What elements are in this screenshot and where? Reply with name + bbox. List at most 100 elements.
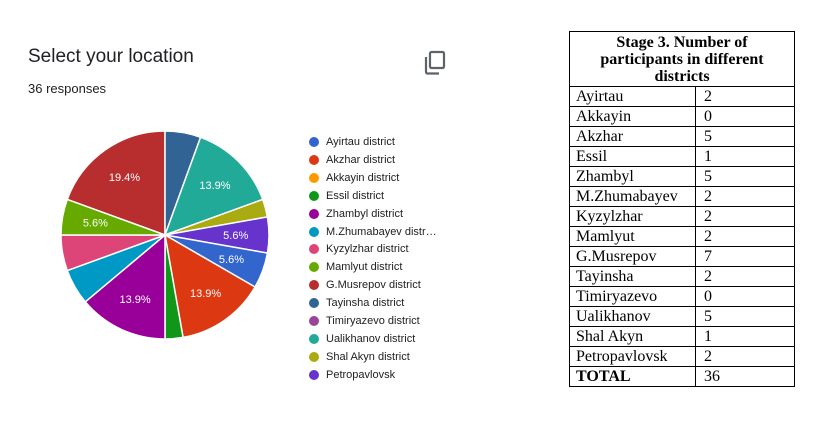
legend-item: Mamlyut district — [309, 259, 402, 275]
slice-label: 5.6% — [219, 254, 244, 266]
table-row: G.Musrepov 7 — [569, 246, 795, 267]
legend-label: G.Musrepov district — [326, 279, 421, 292]
district-cell: M.Zhumabayev — [569, 186, 696, 207]
count-cell: 2 — [695, 206, 795, 227]
legend-swatch — [309, 137, 319, 147]
district-cell: Shal Akyn — [569, 326, 696, 347]
district-cell: Ayirtau — [569, 86, 696, 107]
slice-label: 13.9% — [190, 288, 221, 300]
legend-label: Akkayin district — [326, 171, 400, 184]
legend-swatch — [309, 154, 319, 165]
district-cell: Ualikhanov — [569, 306, 696, 327]
legend-label: Kyzylzhar district — [326, 243, 409, 256]
legend-swatch — [309, 172, 319, 183]
legend-item: Shal Akyn district — [309, 349, 410, 365]
legend-label: Tayinsha district — [326, 297, 405, 310]
table-row: Akzhar 5 — [569, 126, 795, 147]
legend-label: Petropavlovsk — [326, 368, 396, 381]
total-label: TOTAL — [569, 366, 696, 387]
count-cell: 2 — [695, 86, 795, 107]
participants-table: Stage 3. Number of participants in diffe… — [569, 31, 795, 387]
table-row: Petropavlovsk 2 — [569, 346, 795, 367]
legend-item: Ayirtau district — [309, 134, 395, 150]
count-cell: 5 — [695, 306, 795, 327]
pie-slice — [84, 233, 166, 340]
count-cell: 0 — [695, 106, 795, 127]
slice-label: 13.9% — [199, 180, 230, 192]
legend-label: Mamlyut district — [326, 261, 403, 274]
pie-slice — [60, 198, 166, 236]
legend-item: Ualikhanov district — [309, 331, 415, 347]
total-row: TOTAL 36 — [569, 366, 795, 387]
district-cell: Zhambyl — [569, 166, 696, 187]
district-cell: Essil — [569, 146, 696, 167]
legend-item: Zhambyl district — [309, 206, 403, 222]
table-title: Stage 3. Number of participants in diffe… — [569, 31, 795, 87]
table-row: Ayirtau 2 — [569, 86, 795, 107]
response-count: 36 responses — [28, 81, 107, 96]
district-cell: Akkayin — [569, 106, 696, 127]
legend-swatch — [309, 190, 319, 201]
legend-item: Akkayin district — [309, 170, 399, 186]
form-title: Select your location — [28, 46, 194, 67]
legend-swatch — [309, 244, 319, 255]
pie-slice — [66, 130, 166, 237]
legend-item: Akzhar district — [309, 152, 395, 168]
district-cell: Mamlyut — [569, 226, 696, 247]
table-row: Kyzylzhar 2 — [569, 206, 795, 227]
slice-label: 5.6% — [83, 218, 108, 230]
district-cell: G.Musrepov — [569, 246, 696, 267]
legend-item: Timiryazevo district — [309, 313, 420, 329]
district-cell: Timiryazevo — [569, 286, 696, 307]
count-cell: 1 — [695, 146, 795, 167]
legend-swatch — [309, 316, 319, 326]
count-cell: 1 — [695, 326, 795, 347]
legend-label: Akzhar district — [326, 153, 396, 166]
district-cell: Tayinsha — [569, 266, 696, 287]
legend-label: Essil district — [326, 189, 385, 202]
legend-label: Ayirtau district — [326, 136, 395, 148]
table-row: Shal Akyn 1 — [569, 326, 795, 347]
legend-label: Ualikhanov district — [326, 332, 416, 345]
legend-swatch — [309, 262, 319, 273]
table-row: Ualikhanov 5 — [569, 306, 795, 327]
copy-icon[interactable] — [420, 48, 450, 78]
legend-label: Zhambyl district — [326, 207, 404, 220]
legend-swatch — [309, 298, 319, 309]
legend-swatch — [309, 369, 319, 380]
legend-item: Essil district — [309, 188, 384, 204]
count-cell: 5 — [695, 126, 795, 147]
legend-label: Timiryazevo district — [326, 315, 420, 327]
legend-swatch — [309, 226, 319, 237]
count-cell: 5 — [695, 166, 795, 187]
count-cell: 2 — [695, 186, 795, 207]
table-row: M.Zhumabayev 2 — [569, 186, 795, 207]
table-row: Mamlyut 2 — [569, 226, 795, 247]
count-cell: 0 — [695, 286, 795, 307]
table-row: Zhambyl 5 — [569, 166, 795, 187]
legend-item: M.Zhumabayev distr… — [309, 224, 437, 240]
legend-swatch — [309, 208, 319, 219]
pie-slice — [163, 136, 264, 237]
count-cell: 7 — [695, 246, 795, 267]
count-cell: 2 — [695, 266, 795, 287]
district-cell: Petropavlovsk — [569, 346, 696, 367]
table-row: Timiryazevo 0 — [569, 286, 795, 307]
count-cell: 2 — [695, 346, 795, 367]
legend-label: M.Zhumabayev distr… — [326, 225, 437, 238]
table-row: Essil 1 — [569, 146, 795, 167]
legend-item: Kyzylzhar district — [309, 241, 409, 257]
pie-chart: 19.4% 13.9% 5.6% 5.6% 13.9% 13.9% 5.6% — [60, 130, 270, 340]
legend-swatch — [309, 351, 319, 362]
table-row: Akkayin 0 — [569, 106, 795, 127]
legend-item: Petropavlovsk — [309, 367, 395, 383]
total-value: 36 — [695, 366, 795, 387]
legend-swatch — [309, 333, 319, 344]
legend-label: Shal Akyn district — [326, 350, 410, 363]
slice-label: 19.4% — [109, 172, 140, 184]
district-cell: Kyzylzhar — [569, 206, 696, 227]
slice-label: 5.6% — [223, 230, 248, 242]
slice-label: 13.9% — [120, 294, 151, 306]
pie-slice — [163, 233, 257, 339]
legend-item: G.Musrepov district — [309, 277, 421, 293]
